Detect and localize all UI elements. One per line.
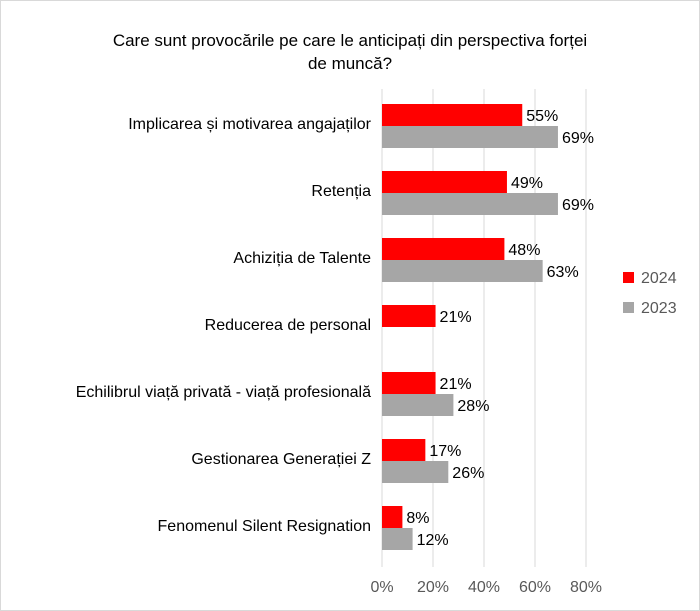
legend-label-2024: 2024: [641, 270, 677, 287]
data-label: 69%: [562, 130, 594, 147]
legend-swatch-2024: [623, 272, 634, 283]
data-label: 49%: [511, 175, 543, 192]
legend-label-2023: 2023: [641, 300, 677, 317]
data-label: 21%: [440, 376, 472, 393]
bar-2024: [382, 305, 436, 327]
data-label: 28%: [457, 398, 489, 415]
bars: [382, 104, 558, 550]
data-label: 55%: [526, 108, 558, 125]
gridlines: [381, 89, 587, 567]
category-label: Implicarea și motivarea angajaților: [128, 116, 371, 133]
category-label: Fenomenul Silent Resignation: [158, 518, 371, 535]
category-label: Achiziția de Talente: [233, 250, 371, 267]
chart-title: Care sunt provocările pe care le anticip…: [113, 31, 587, 73]
category-label: Gestionarea Generației Z: [191, 451, 371, 468]
data-label: 21%: [440, 309, 472, 326]
bar-2024: [382, 171, 507, 193]
x-tick-label: 20%: [417, 579, 449, 596]
data-labels: 55%69%49%69%48%63%21%21%28%17%26%8%12%: [406, 108, 594, 549]
bar-2023: [382, 193, 558, 215]
bar-2023: [382, 461, 449, 483]
legend: 2024 2023: [623, 270, 677, 317]
x-tick-label: 0%: [370, 579, 393, 596]
x-tick-label: 60%: [519, 579, 551, 596]
chart-title-line-2: de muncă?: [308, 54, 392, 73]
data-label: 48%: [508, 242, 540, 259]
bar-2024: [382, 372, 436, 394]
bar-2024: [382, 439, 426, 461]
category-label: Reducerea de personal: [205, 317, 371, 334]
category-label: Retenția: [311, 183, 371, 200]
category-labels: Implicarea și motivarea angajaților Reten…: [76, 116, 372, 535]
data-label: 63%: [547, 264, 579, 281]
data-label: 26%: [452, 465, 484, 482]
data-label: 8%: [406, 510, 429, 527]
x-axis-ticks: 0% 20% 40% 60% 80%: [370, 579, 602, 596]
bar-2023: [382, 528, 413, 550]
bar-2023: [382, 394, 454, 416]
chart-title-line-1: Care sunt provocările pe care le anticip…: [113, 31, 587, 50]
bar-2024: [382, 104, 523, 126]
data-label: 12%: [417, 532, 449, 549]
bar-2024: [382, 506, 403, 528]
bar-2024: [382, 238, 505, 260]
bar-2023: [382, 126, 558, 148]
legend-swatch-2023: [623, 302, 634, 313]
category-label: Echilibrul viață privată - viață profesi…: [76, 384, 371, 401]
bar-2023: [382, 260, 543, 282]
x-tick-label: 40%: [468, 579, 500, 596]
data-label: 17%: [429, 443, 461, 460]
data-label: 69%: [562, 197, 594, 214]
x-tick-label: 80%: [570, 579, 602, 596]
